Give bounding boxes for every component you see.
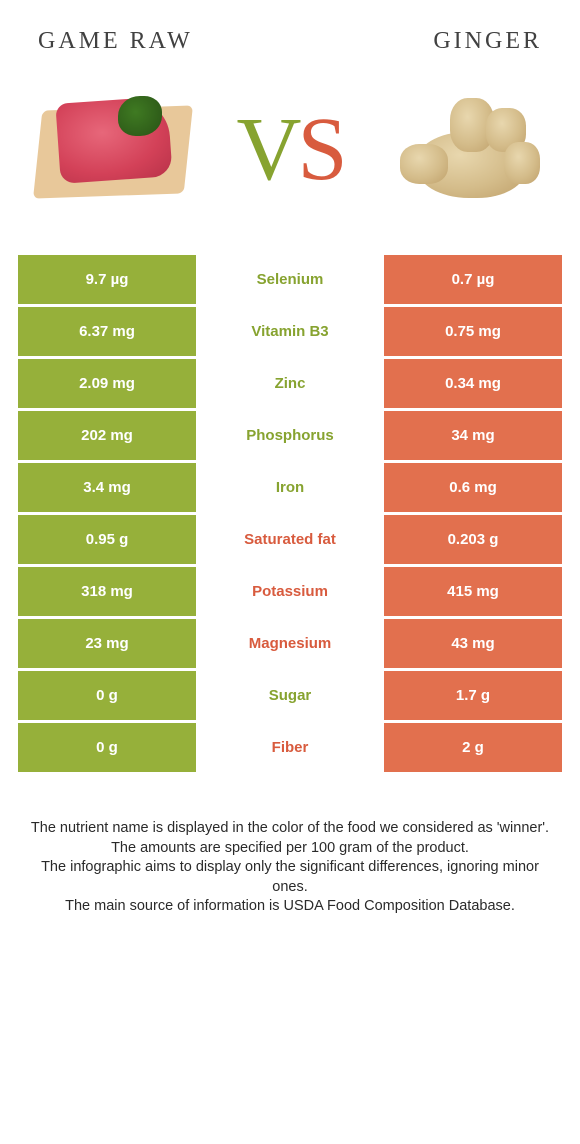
table-row: 2.09 mgZinc0.34 mg: [18, 359, 562, 411]
vs-v-letter: V: [236, 100, 297, 199]
nutrient-name-cell: Selenium: [196, 255, 384, 304]
nutrient-name-cell: Sugar: [196, 671, 384, 720]
left-value-cell: 318 mg: [18, 567, 196, 616]
right-value-cell: 0.34 mg: [384, 359, 562, 408]
nutrient-name-cell: Zinc: [196, 359, 384, 408]
nutrient-name-cell: Potassium: [196, 567, 384, 616]
right-value-cell: 0.75 mg: [384, 307, 562, 356]
nutrient-name-cell: Fiber: [196, 723, 384, 772]
table-row: 23 mgMagnesium43 mg: [18, 619, 562, 671]
right-food-image: [376, 79, 556, 219]
right-value-cell: 0.203 g: [384, 515, 562, 564]
table-row: 202 mgPhosphorus34 mg: [18, 411, 562, 463]
vs-s-letter: S: [297, 100, 343, 199]
footer-line: The nutrient name is displayed in the co…: [30, 819, 550, 839]
left-food-title: GAME RAW: [38, 28, 193, 55]
left-value-cell: 0.95 g: [18, 515, 196, 564]
nutrient-name-cell: Saturated fat: [196, 515, 384, 564]
left-value-cell: 3.4 mg: [18, 463, 196, 512]
nutrient-name-cell: Vitamin B3: [196, 307, 384, 356]
footer-line: The main source of information is USDA F…: [30, 897, 550, 917]
right-value-cell: 415 mg: [384, 567, 562, 616]
footer-line: The amounts are specified per 100 gram o…: [30, 839, 550, 859]
left-value-cell: 9.7 µg: [18, 255, 196, 304]
table-row: 3.4 mgIron0.6 mg: [18, 463, 562, 515]
left-value-cell: 2.09 mg: [18, 359, 196, 408]
table-row: 9.7 µgSelenium0.7 µg: [18, 255, 562, 307]
title-row: GAME RAW GINGER: [18, 28, 562, 79]
ginger-icon: [386, 84, 546, 214]
right-value-cell: 0.6 mg: [384, 463, 562, 512]
nutrient-name-cell: Iron: [196, 463, 384, 512]
nutrient-name-cell: Magnesium: [196, 619, 384, 668]
left-value-cell: 0 g: [18, 723, 196, 772]
right-value-cell: 34 mg: [384, 411, 562, 460]
footer-line: The infographic aims to display only the…: [30, 858, 550, 897]
nutrient-comparison-table: 9.7 µgSelenium0.7 µg6.37 mgVitamin B30.7…: [18, 255, 562, 775]
left-value-cell: 0 g: [18, 671, 196, 720]
right-value-cell: 1.7 g: [384, 671, 562, 720]
right-value-cell: 2 g: [384, 723, 562, 772]
right-food-title: GINGER: [433, 28, 542, 55]
table-row: 6.37 mgVitamin B30.75 mg: [18, 307, 562, 359]
left-value-cell: 202 mg: [18, 411, 196, 460]
nutrient-name-cell: Phosphorus: [196, 411, 384, 460]
vs-label: VS: [236, 98, 343, 201]
footer-notes: The nutrient name is displayed in the co…: [18, 775, 562, 917]
left-value-cell: 23 mg: [18, 619, 196, 668]
raw-meat-icon: [34, 94, 194, 204]
right-value-cell: 43 mg: [384, 619, 562, 668]
hero-row: VS: [18, 79, 562, 255]
table-row: 0 gSugar1.7 g: [18, 671, 562, 723]
right-value-cell: 0.7 µg: [384, 255, 562, 304]
table-row: 318 mgPotassium415 mg: [18, 567, 562, 619]
table-row: 0 gFiber2 g: [18, 723, 562, 775]
table-row: 0.95 gSaturated fat0.203 g: [18, 515, 562, 567]
left-food-image: [24, 79, 204, 219]
left-value-cell: 6.37 mg: [18, 307, 196, 356]
